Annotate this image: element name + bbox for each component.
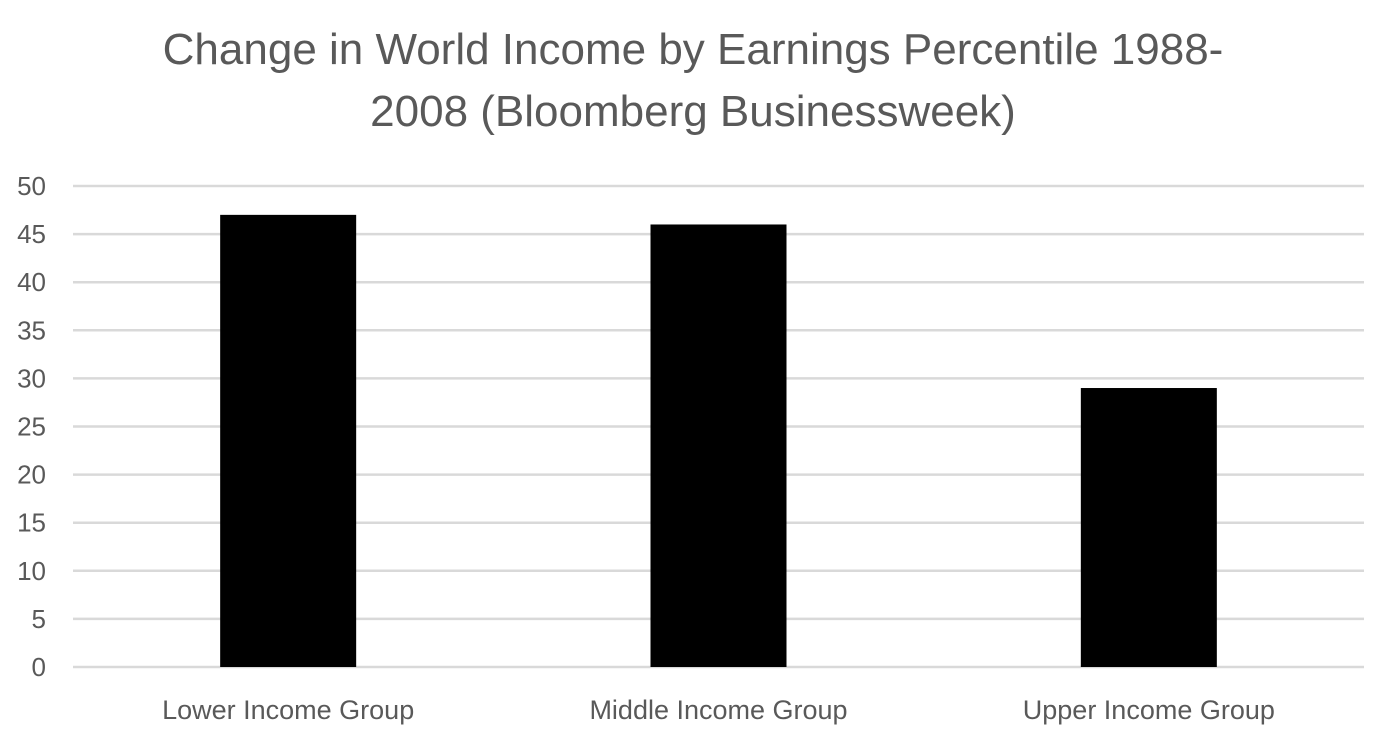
y-axis-tick-labels: 0 5 10 15 20 25 30 35 40 45 50 (17, 171, 46, 682)
bar-lower-income-group (220, 214, 357, 668)
y-tick-label: 15 (17, 508, 46, 538)
chart-title-line-1: Change in World Income by Earnings Perce… (163, 25, 1224, 74)
chart-title: Change in World Income by Earnings Perce… (163, 25, 1224, 136)
y-tick-label: 35 (17, 315, 46, 345)
y-tick-label: 10 (17, 556, 46, 586)
bar-middle-income-group (650, 224, 787, 668)
x-category-label: Upper Income Group (1023, 695, 1275, 725)
x-axis-category-labels: Lower Income Group Middle Income Group Upp… (162, 695, 1275, 725)
y-tick-label: 25 (17, 412, 46, 442)
y-tick-label: 5 (32, 604, 46, 634)
y-tick-label: 20 (17, 460, 46, 490)
y-tick-label: 30 (17, 363, 46, 393)
chart-title-line-2: 2008 (Bloomberg Businessweek) (370, 87, 1016, 136)
x-category-label: Middle Income Group (589, 695, 847, 725)
bar-upper-income-group (1080, 388, 1217, 667)
y-tick-label: 45 (17, 219, 46, 249)
bars (220, 214, 1217, 668)
y-tick-label: 0 (32, 652, 46, 682)
y-tick-label: 50 (17, 171, 46, 201)
x-category-label: Lower Income Group (162, 695, 414, 725)
y-tick-label: 40 (17, 267, 46, 297)
